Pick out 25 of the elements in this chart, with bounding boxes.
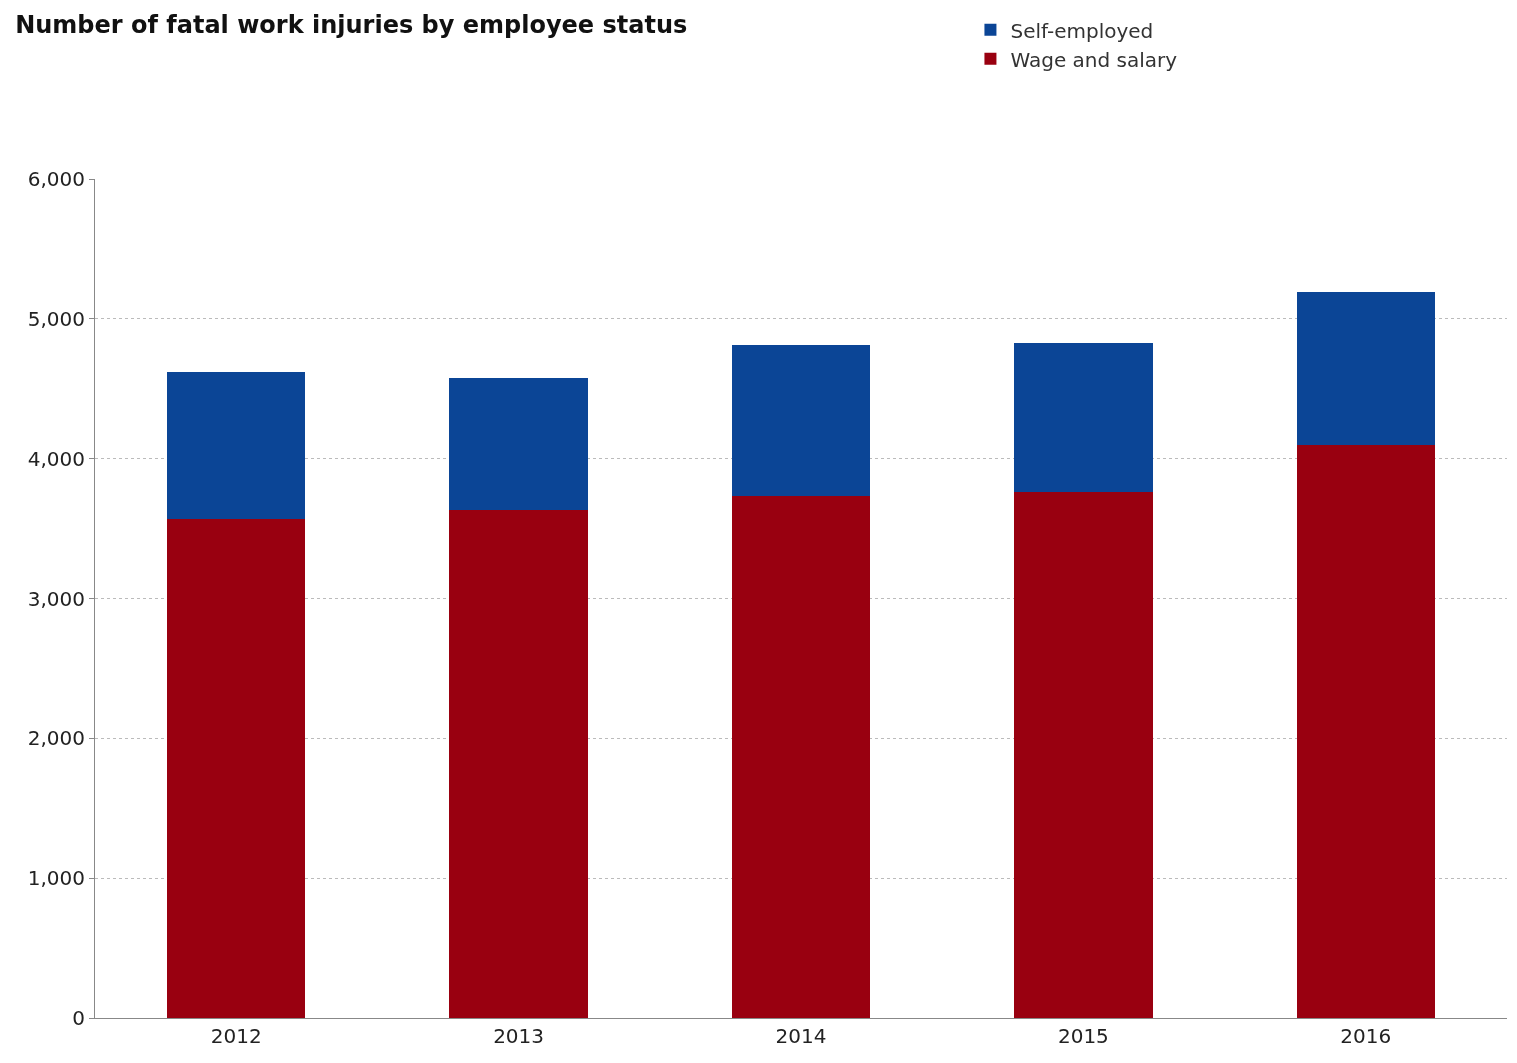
bar bbox=[167, 371, 306, 519]
bar bbox=[449, 510, 588, 1018]
x-tick-label: 2014 bbox=[775, 1024, 827, 1048]
bar bbox=[449, 377, 588, 511]
legend-label: Self-employed bbox=[1010, 18, 1154, 43]
y-tick-label: 6,000 bbox=[27, 167, 85, 191]
bar bbox=[1014, 342, 1153, 493]
y-tick-label: 5,000 bbox=[27, 306, 85, 331]
bar bbox=[167, 518, 306, 1018]
x-tick-label: 2016 bbox=[1340, 1024, 1392, 1048]
y-tick-label: 2,000 bbox=[27, 726, 85, 751]
y-tick-label: 1,000 bbox=[27, 866, 85, 891]
bar bbox=[1296, 292, 1435, 445]
bar bbox=[731, 345, 871, 497]
bar bbox=[1296, 444, 1435, 1018]
x-tick-label: 2012 bbox=[210, 1024, 262, 1048]
y-tick-label: 0 bbox=[72, 1006, 85, 1030]
chart-title: Number of fatal work injuries by employee status bbox=[15, 10, 688, 39]
x-tick-label: 2015 bbox=[1057, 1024, 1109, 1048]
bar bbox=[1014, 492, 1153, 1018]
y-tick-label: 3,000 bbox=[27, 586, 85, 611]
y-tick-label: 4,000 bbox=[27, 446, 85, 471]
legend-label: Wage and salary bbox=[1010, 47, 1178, 72]
bar bbox=[731, 496, 871, 1018]
x-tick-label: 2013 bbox=[493, 1024, 545, 1048]
